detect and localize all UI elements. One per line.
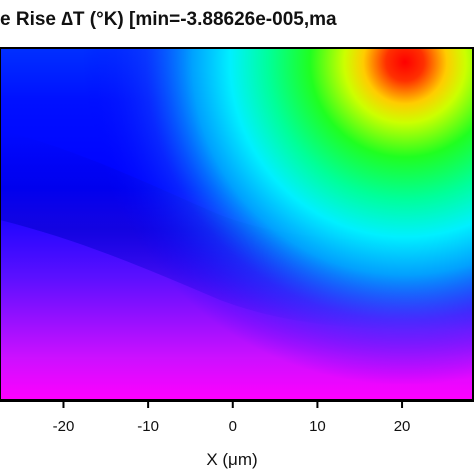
heatmap-hotspot-field (0, 48, 474, 400)
x-tick-label: 0 (229, 418, 237, 435)
x-tick-label: 20 (394, 418, 411, 435)
x-tick-label: 10 (309, 418, 326, 435)
x-axis-ticks: -20 -10 0 10 20 (53, 401, 411, 435)
x-tick-label: -20 (53, 418, 75, 435)
x-tick-label: -10 (137, 418, 159, 435)
x-axis-label: X (μm) (206, 450, 257, 469)
chart-title: e Rise ∆T (°K) [min=-3.88626e-005,ma (0, 9, 337, 30)
